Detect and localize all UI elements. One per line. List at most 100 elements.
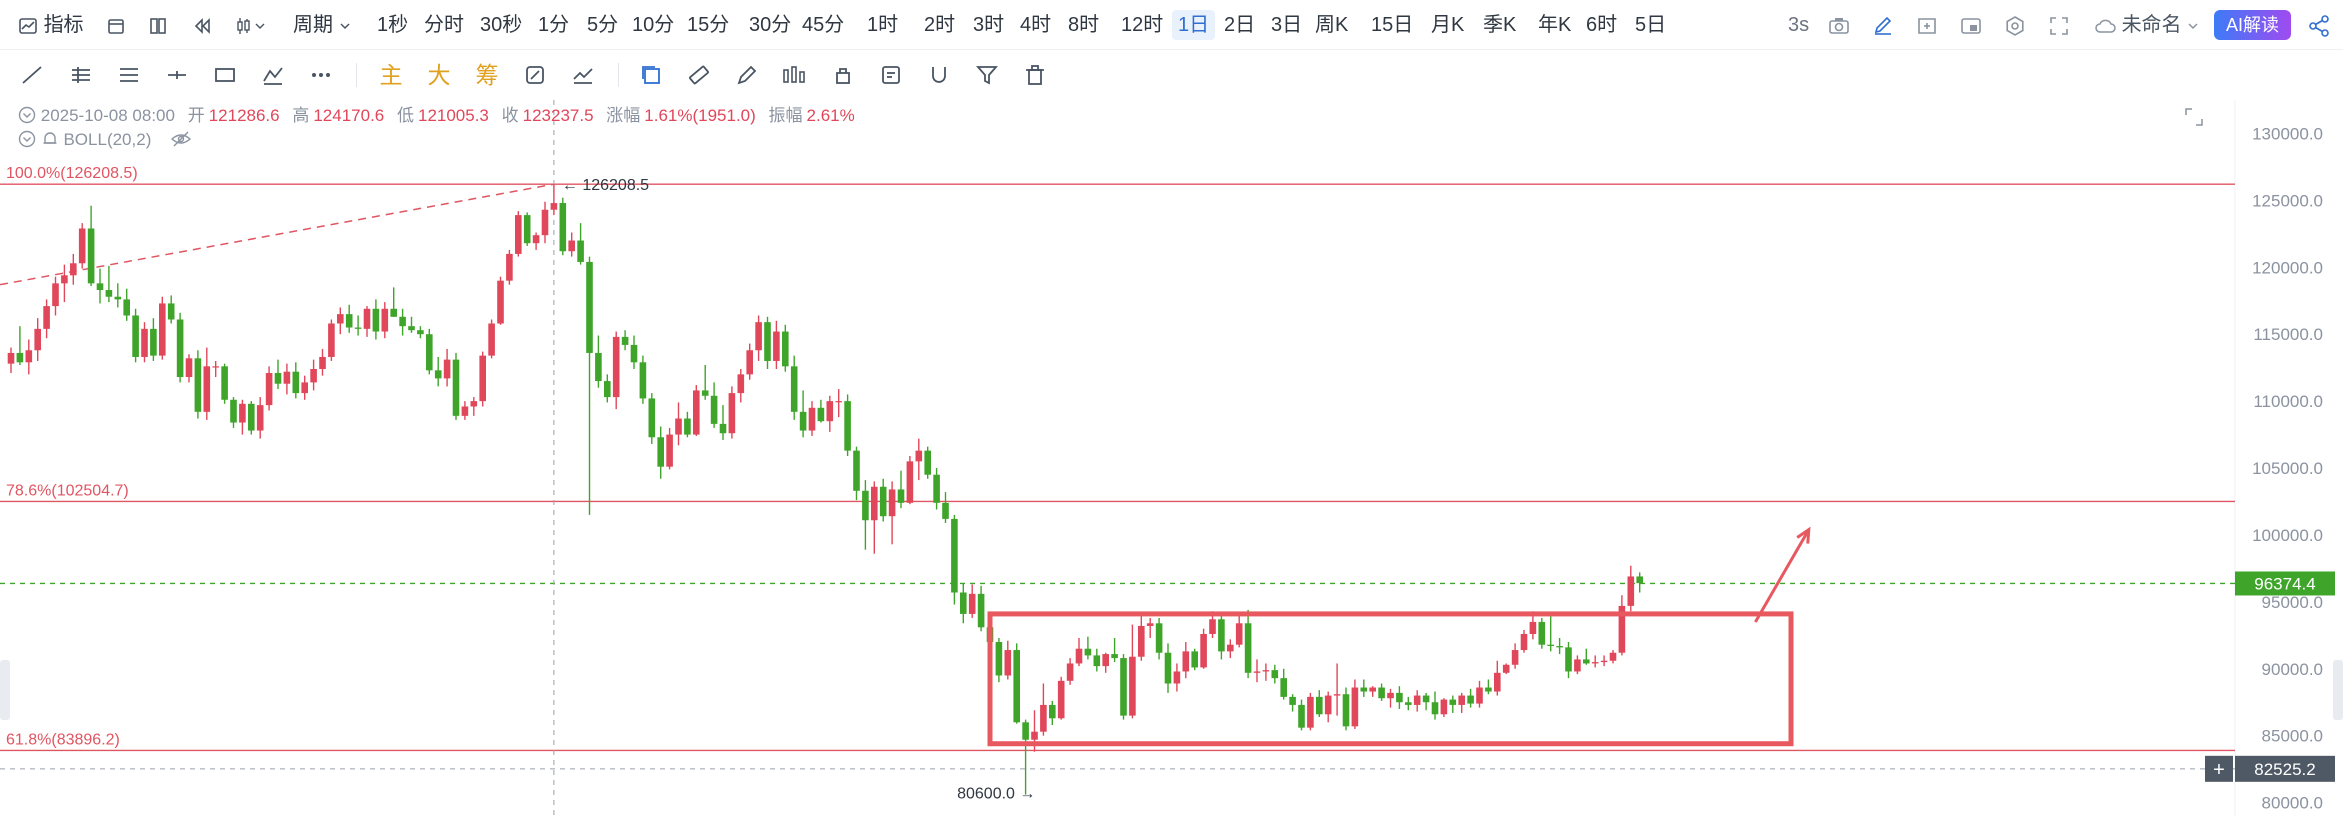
candle-body[interactable] (1200, 633, 1207, 668)
candle-body[interactable] (1049, 704, 1056, 719)
candle-body[interactable] (1244, 623, 1252, 673)
candle-body[interactable] (345, 314, 353, 328)
candle-body[interactable] (1583, 659, 1590, 664)
candle-body[interactable] (194, 358, 202, 412)
candle-body[interactable] (924, 450, 931, 475)
interval-tab[interactable]: 8时 (1068, 14, 1100, 36)
candle-body[interactable] (790, 366, 798, 412)
candle-body[interactable] (1316, 696, 1323, 715)
candle-body[interactable] (1253, 671, 1261, 673)
candle-body[interactable] (1440, 699, 1448, 715)
auto-pattern-tool[interactable] (568, 60, 598, 90)
candle-body[interactable] (1191, 651, 1198, 668)
candle-body[interactable] (1565, 647, 1572, 672)
trendline-tool[interactable] (17, 60, 47, 90)
screenshot-button[interactable] (1822, 10, 1856, 40)
candle-body[interactable] (1342, 694, 1350, 727)
candle-body[interactable] (1485, 687, 1492, 692)
candle-body[interactable] (755, 322, 762, 351)
candle-body[interactable] (497, 280, 504, 324)
candle-body[interactable] (310, 369, 317, 383)
candle-body[interactable] (897, 489, 905, 503)
big-order-tool[interactable]: 大 (427, 62, 451, 88)
magic-tool[interactable] (520, 60, 550, 90)
candle-body[interactable] (1031, 731, 1038, 740)
candle-body[interactable] (1574, 659, 1581, 672)
candle-body[interactable] (1040, 704, 1047, 732)
candle-body[interactable] (337, 314, 344, 324)
candle-body[interactable] (559, 203, 567, 252)
candle-body[interactable] (328, 323, 335, 357)
candle-body[interactable] (1396, 692, 1403, 703)
candle-body[interactable] (256, 405, 264, 431)
candle-body[interactable] (132, 315, 139, 357)
candle-body[interactable] (1155, 623, 1163, 653)
candle-body[interactable] (844, 401, 851, 451)
candle-body[interactable] (1146, 623, 1154, 626)
candle-body[interactable] (639, 362, 647, 399)
magnet-tool[interactable] (924, 60, 954, 90)
chart-type-button[interactable] (230, 10, 272, 40)
interval-tab[interactable]: 45分 (802, 14, 845, 36)
candle-body[interactable] (390, 308, 397, 317)
candle-body[interactable] (248, 403, 255, 431)
candle-body[interactable] (1084, 648, 1092, 656)
candle-body[interactable] (648, 398, 656, 438)
chip-tool[interactable]: 筹 (475, 62, 499, 88)
candle-body[interactable] (61, 275, 68, 284)
interval-tab[interactable]: 15日 (1371, 14, 1414, 36)
candle-body[interactable] (657, 437, 664, 467)
candle-body[interactable] (1494, 672, 1501, 692)
share-button[interactable] (2302, 10, 2336, 40)
candle-body[interactable] (1333, 694, 1341, 696)
candle-body[interactable] (319, 356, 326, 370)
candle-body[interactable] (25, 350, 33, 363)
candle-body[interactable] (1547, 644, 1554, 647)
lock-tool[interactable] (828, 60, 858, 90)
candle-body[interactable] (1182, 651, 1190, 672)
candle-body[interactable] (933, 474, 940, 503)
parallel-channel-tool[interactable] (66, 60, 96, 90)
indicator-button[interactable]: 指标 (12, 10, 90, 40)
candle-body[interactable] (1609, 652, 1617, 661)
candle-body[interactable] (381, 308, 389, 332)
candle-body[interactable] (363, 308, 371, 329)
interval-tab[interactable]: 年K (1538, 14, 1572, 36)
candle-body[interactable] (470, 401, 478, 407)
candle-body[interactable] (443, 359, 451, 379)
candle-body[interactable] (1538, 621, 1546, 645)
candle-body[interactable] (434, 370, 442, 379)
candle-body[interactable] (265, 373, 273, 406)
fib-tool[interactable] (114, 60, 144, 90)
interval-tab[interactable]: 3时 (973, 14, 1005, 36)
candle-body[interactable] (523, 215, 531, 244)
candle-body[interactable] (1405, 702, 1412, 705)
candle-body[interactable] (1093, 655, 1101, 667)
compare-tool[interactable] (780, 60, 810, 90)
candle-body[interactable] (728, 393, 736, 434)
eye-hidden-icon[interactable] (170, 130, 192, 148)
fullscreen-button[interactable] (2042, 10, 2076, 40)
candle-body[interactable] (176, 319, 184, 378)
candle-body[interactable] (1476, 687, 1483, 704)
candle-body[interactable] (1022, 722, 1029, 740)
candle-body[interactable] (16, 352, 24, 363)
candle-body[interactable] (630, 344, 638, 363)
candle-body[interactable] (1289, 696, 1296, 705)
candle-body[interactable] (666, 434, 673, 467)
candle-body[interactable] (488, 323, 495, 356)
collapse-icon[interactable] (18, 106, 36, 124)
candle-body[interactable] (1378, 687, 1385, 699)
candle-body[interactable] (577, 240, 584, 262)
candle-body[interactable] (1556, 646, 1563, 648)
candle-body[interactable] (746, 350, 753, 375)
interval-tab[interactable]: 季K (1483, 14, 1517, 36)
candle-body[interactable] (150, 328, 157, 356)
candle-body[interactable] (1066, 663, 1074, 681)
candle-body[interactable] (1280, 678, 1287, 697)
interval-tab[interactable]: 6时 (1586, 14, 1618, 36)
candle-body[interactable] (799, 411, 807, 431)
candle-body[interactable] (203, 366, 211, 412)
candle-body[interactable] (292, 371, 300, 394)
candle-body[interactable] (1600, 660, 1608, 663)
